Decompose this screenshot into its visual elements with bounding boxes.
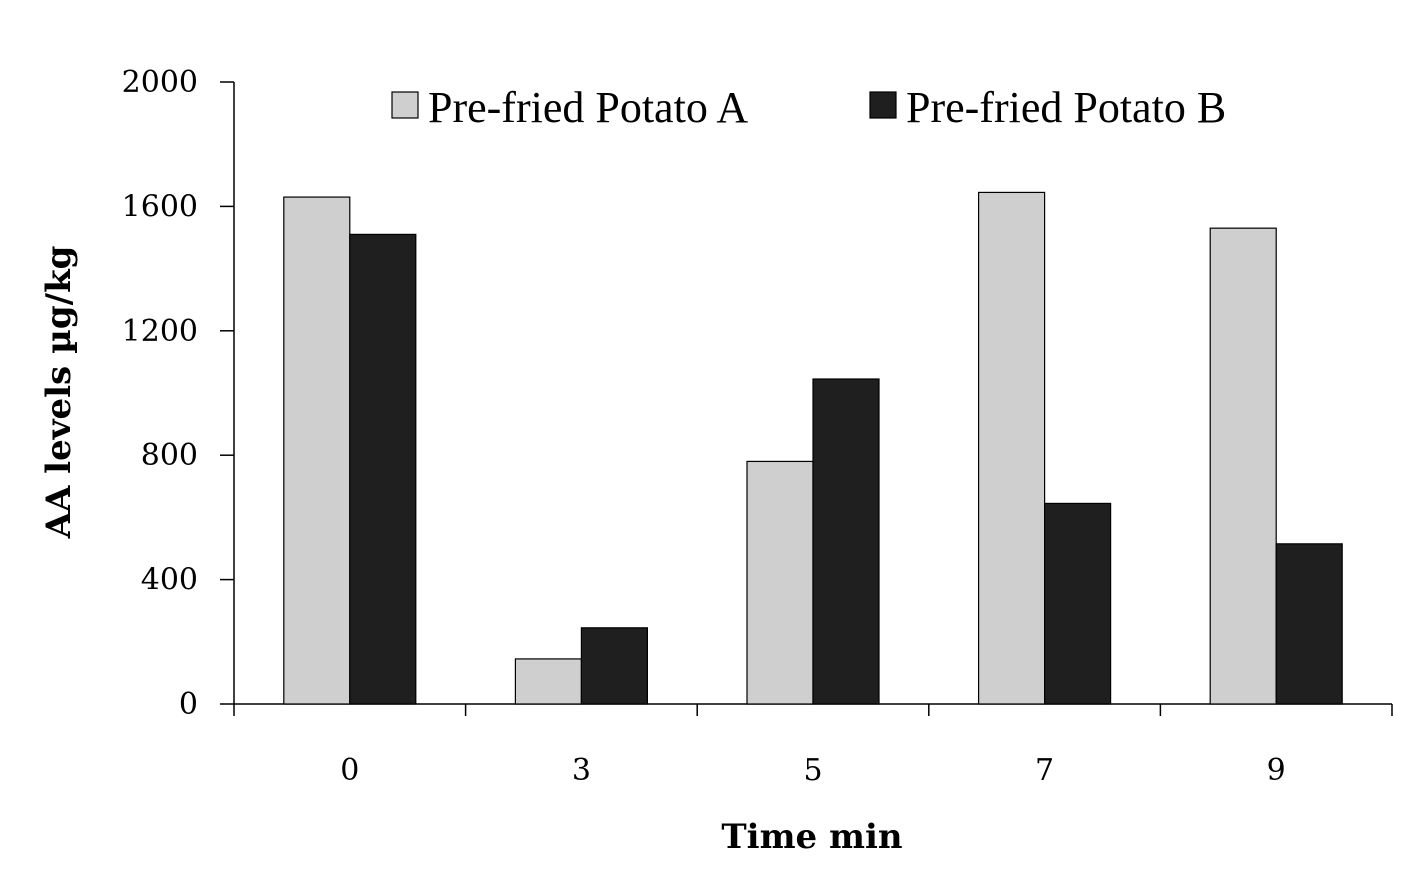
bar-series1-9 [1209,227,1277,705]
bar-series1-5 [746,460,814,705]
legend-swatch-series2 [869,91,897,119]
legend-label-series2: Pre-fried Potato B [906,83,1226,132]
x-tick-label: 0 [340,753,359,788]
y-tick-label: 1200 [122,314,198,349]
bars [283,191,1343,705]
x-axis: 0 3 5 7 9 [233,703,1393,788]
y-axis-title: AA levels µg/kg [39,246,79,540]
bar-series2-7 [1043,502,1112,705]
x-axis-title: Time min [721,817,902,857]
bar-series2-3 [580,627,649,705]
bar-series1-0 [283,196,351,705]
x-tick-label: 7 [1035,753,1054,788]
bar-series2-9 [1275,543,1343,705]
bar-series1-3 [514,658,583,705]
y-tick-label: 400 [141,563,198,598]
legend-swatch-series1 [391,91,419,119]
bar-series2-5 [812,378,880,705]
legend-label-series1: Pre-fried Potato A [428,83,748,132]
bar-series2-0 [349,233,417,705]
legend: Pre-fried Potato A Pre-fried Potato B [391,83,1226,132]
x-tick-label: 3 [572,753,591,788]
x-tick-label: 9 [1267,753,1286,788]
y-tick-label: 0 [179,687,198,722]
x-tick-label: 5 [803,753,822,788]
bar-series1-7 [977,191,1046,705]
y-tick-label: 1600 [122,189,198,224]
y-axis: 0 400 800 1200 1600 2000 [122,65,235,722]
y-tick-label: 800 [141,438,198,473]
y-tick-label: 2000 [122,65,198,100]
